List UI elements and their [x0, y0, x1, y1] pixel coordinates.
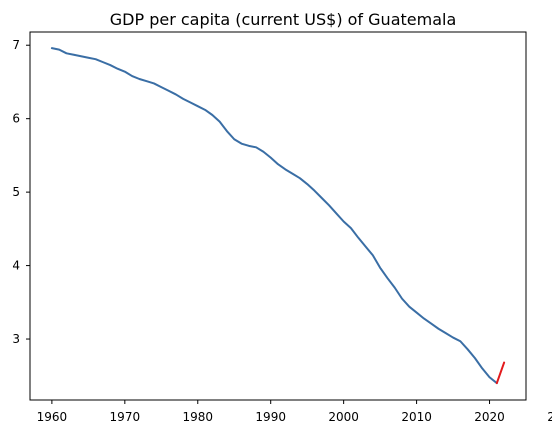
y-axis-tick-label: 6: [12, 112, 20, 126]
series-layer: [50, 47, 506, 385]
x-axis-tick-label: 1980: [182, 410, 213, 424]
x-axis-tick-label: 2000: [328, 410, 359, 424]
y-axis-tick-label: 4: [12, 259, 20, 273]
y-axis-tick-label: 3: [12, 332, 20, 346]
y-axis-tick-label: 5: [12, 185, 20, 199]
x-axis-tick-label: 2010: [401, 410, 432, 424]
x-axis-tick-label: 2030: [547, 410, 552, 424]
series-line-1: [50, 47, 498, 385]
x-axis-tick-label: 2020: [474, 410, 505, 424]
series-line-2: [495, 361, 506, 385]
y-axis-tick-label: 7: [12, 38, 20, 52]
chart-title: GDP per capita (current US$) of Guatemal…: [110, 10, 457, 29]
x-axis-tick-label: 1960: [37, 410, 68, 424]
plot-frame: [29, 31, 527, 401]
x-axis-tick-label: 1970: [110, 410, 141, 424]
plot-area-background: [30, 32, 526, 400]
axis-layer: 1960 1970 1980 1990 2000 2010 2020 2030 3 4 5 6 7: [12, 38, 552, 424]
x-axis-tick-label: 1990: [255, 410, 286, 424]
